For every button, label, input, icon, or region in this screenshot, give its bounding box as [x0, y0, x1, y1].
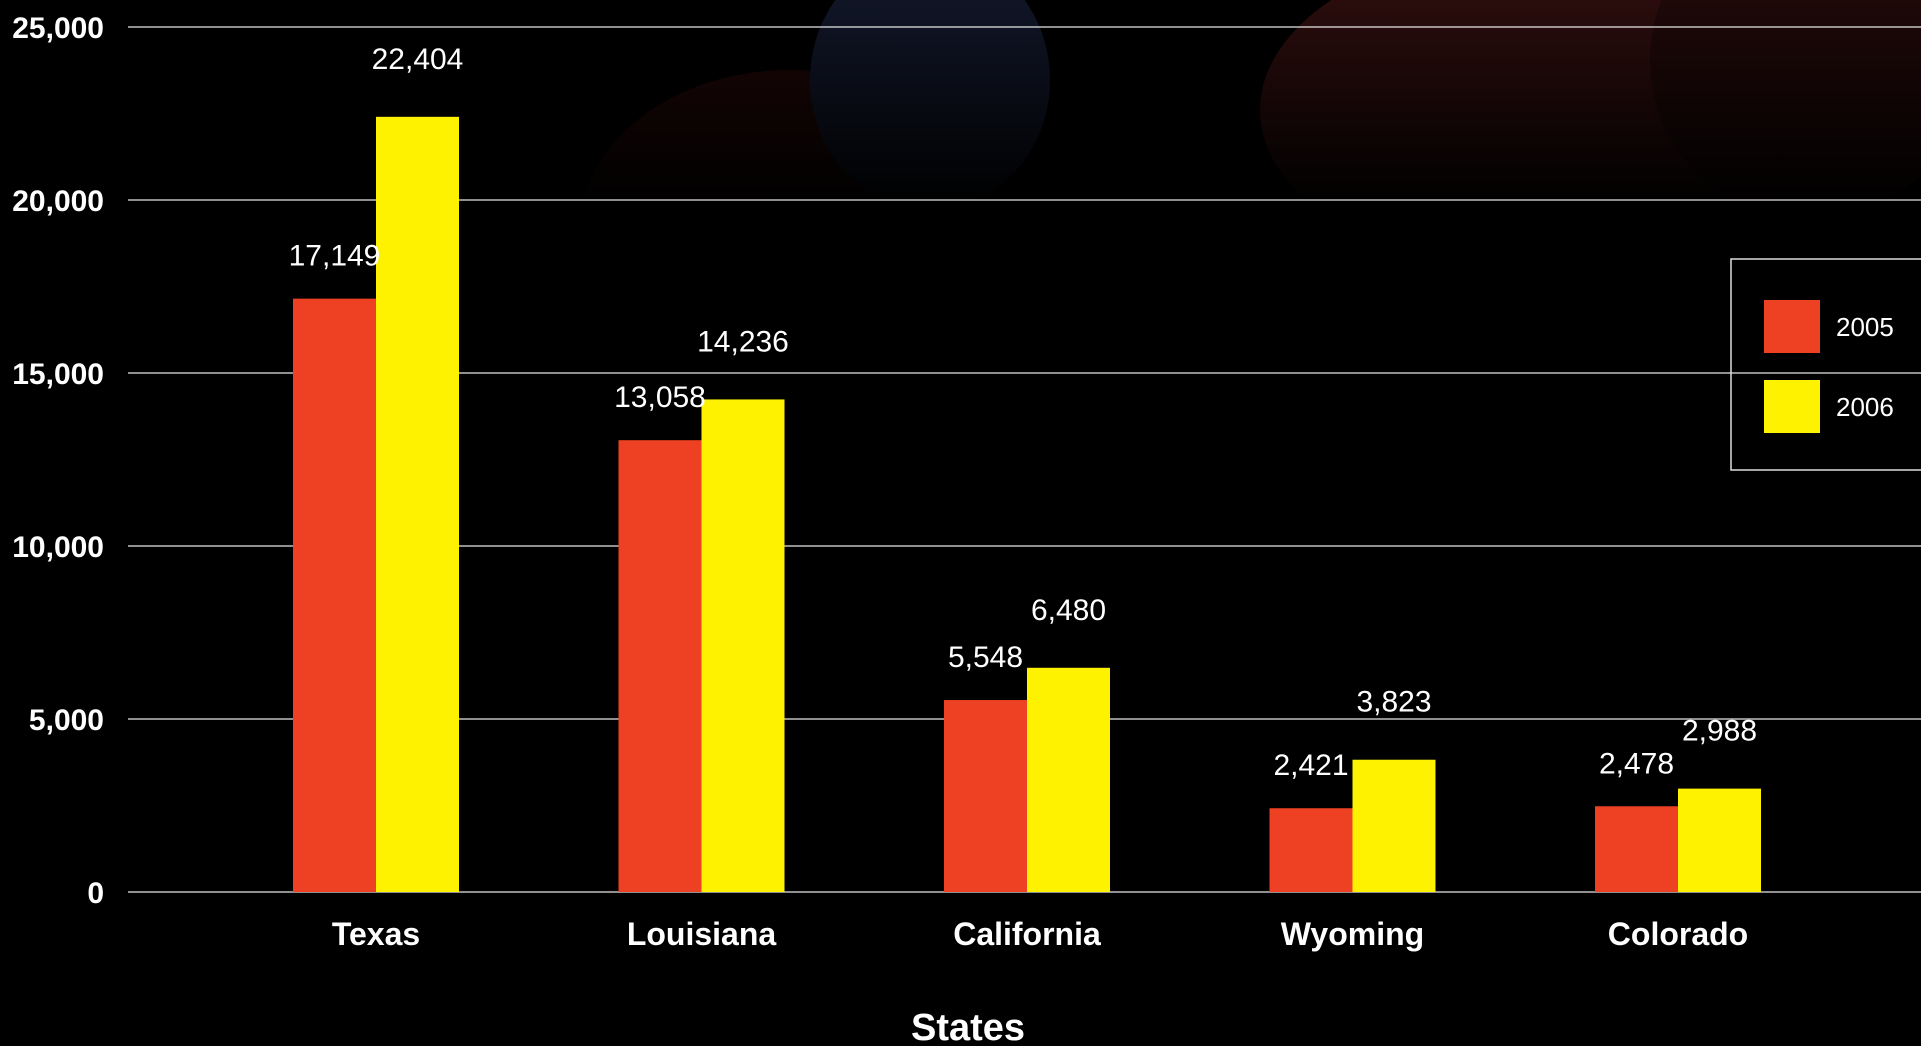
category-label: Texas — [332, 916, 420, 952]
x-axis-title: States — [911, 1007, 1025, 1046]
y-tick-label: 25,000 — [12, 12, 104, 45]
bars — [293, 116, 1761, 893]
category-label: California — [953, 916, 1101, 952]
x-axis-categories: Texas Louisiana California Wyoming Colorado — [332, 916, 1748, 952]
data-label: 5,548 — [948, 641, 1023, 674]
bar-2005 — [944, 700, 1027, 892]
bar-2005 — [1595, 806, 1678, 892]
bar-2006 — [376, 116, 459, 893]
y-tick-label: 20,000 — [12, 185, 104, 218]
category-label: Colorado — [1608, 916, 1748, 952]
y-tick-label: 5,000 — [29, 704, 104, 737]
legend-label: 2006 — [1836, 392, 1894, 422]
bar-2006 — [1352, 759, 1436, 892]
bar-2006 — [1027, 667, 1110, 892]
category-label: Louisiana — [627, 916, 777, 952]
data-label: 6,480 — [1031, 594, 1106, 627]
data-label: 2,421 — [1273, 749, 1348, 782]
bar-2005 — [293, 298, 376, 892]
data-label: 13,058 — [614, 381, 706, 414]
data-label: 2,988 — [1682, 715, 1757, 748]
y-tick-label: 15,000 — [12, 358, 104, 391]
bar-2006 — [1678, 788, 1761, 892]
legend-swatch — [1764, 380, 1820, 433]
legend-label: 2005 — [1836, 312, 1894, 342]
y-tick-label: 10,000 — [12, 531, 104, 564]
category-label: Wyoming — [1281, 916, 1424, 952]
legend: 2005 2006 — [1730, 258, 1921, 471]
data-label: 2,478 — [1599, 747, 1674, 780]
data-label: 22,404 — [372, 43, 464, 76]
data-label: 3,823 — [1356, 686, 1431, 719]
bar-2005 — [1269, 808, 1353, 892]
legend-box — [1730, 258, 1921, 471]
data-label: 17,149 — [289, 240, 381, 273]
legend-swatch — [1764, 300, 1820, 353]
bar-2005 — [618, 440, 702, 892]
y-axis-ticks: 0 5,000 10,000 15,000 20,000 25,000 — [12, 12, 104, 910]
y-tick-label: 0 — [87, 877, 104, 910]
bar-2006 — [701, 399, 785, 892]
data-label: 14,236 — [697, 325, 789, 358]
